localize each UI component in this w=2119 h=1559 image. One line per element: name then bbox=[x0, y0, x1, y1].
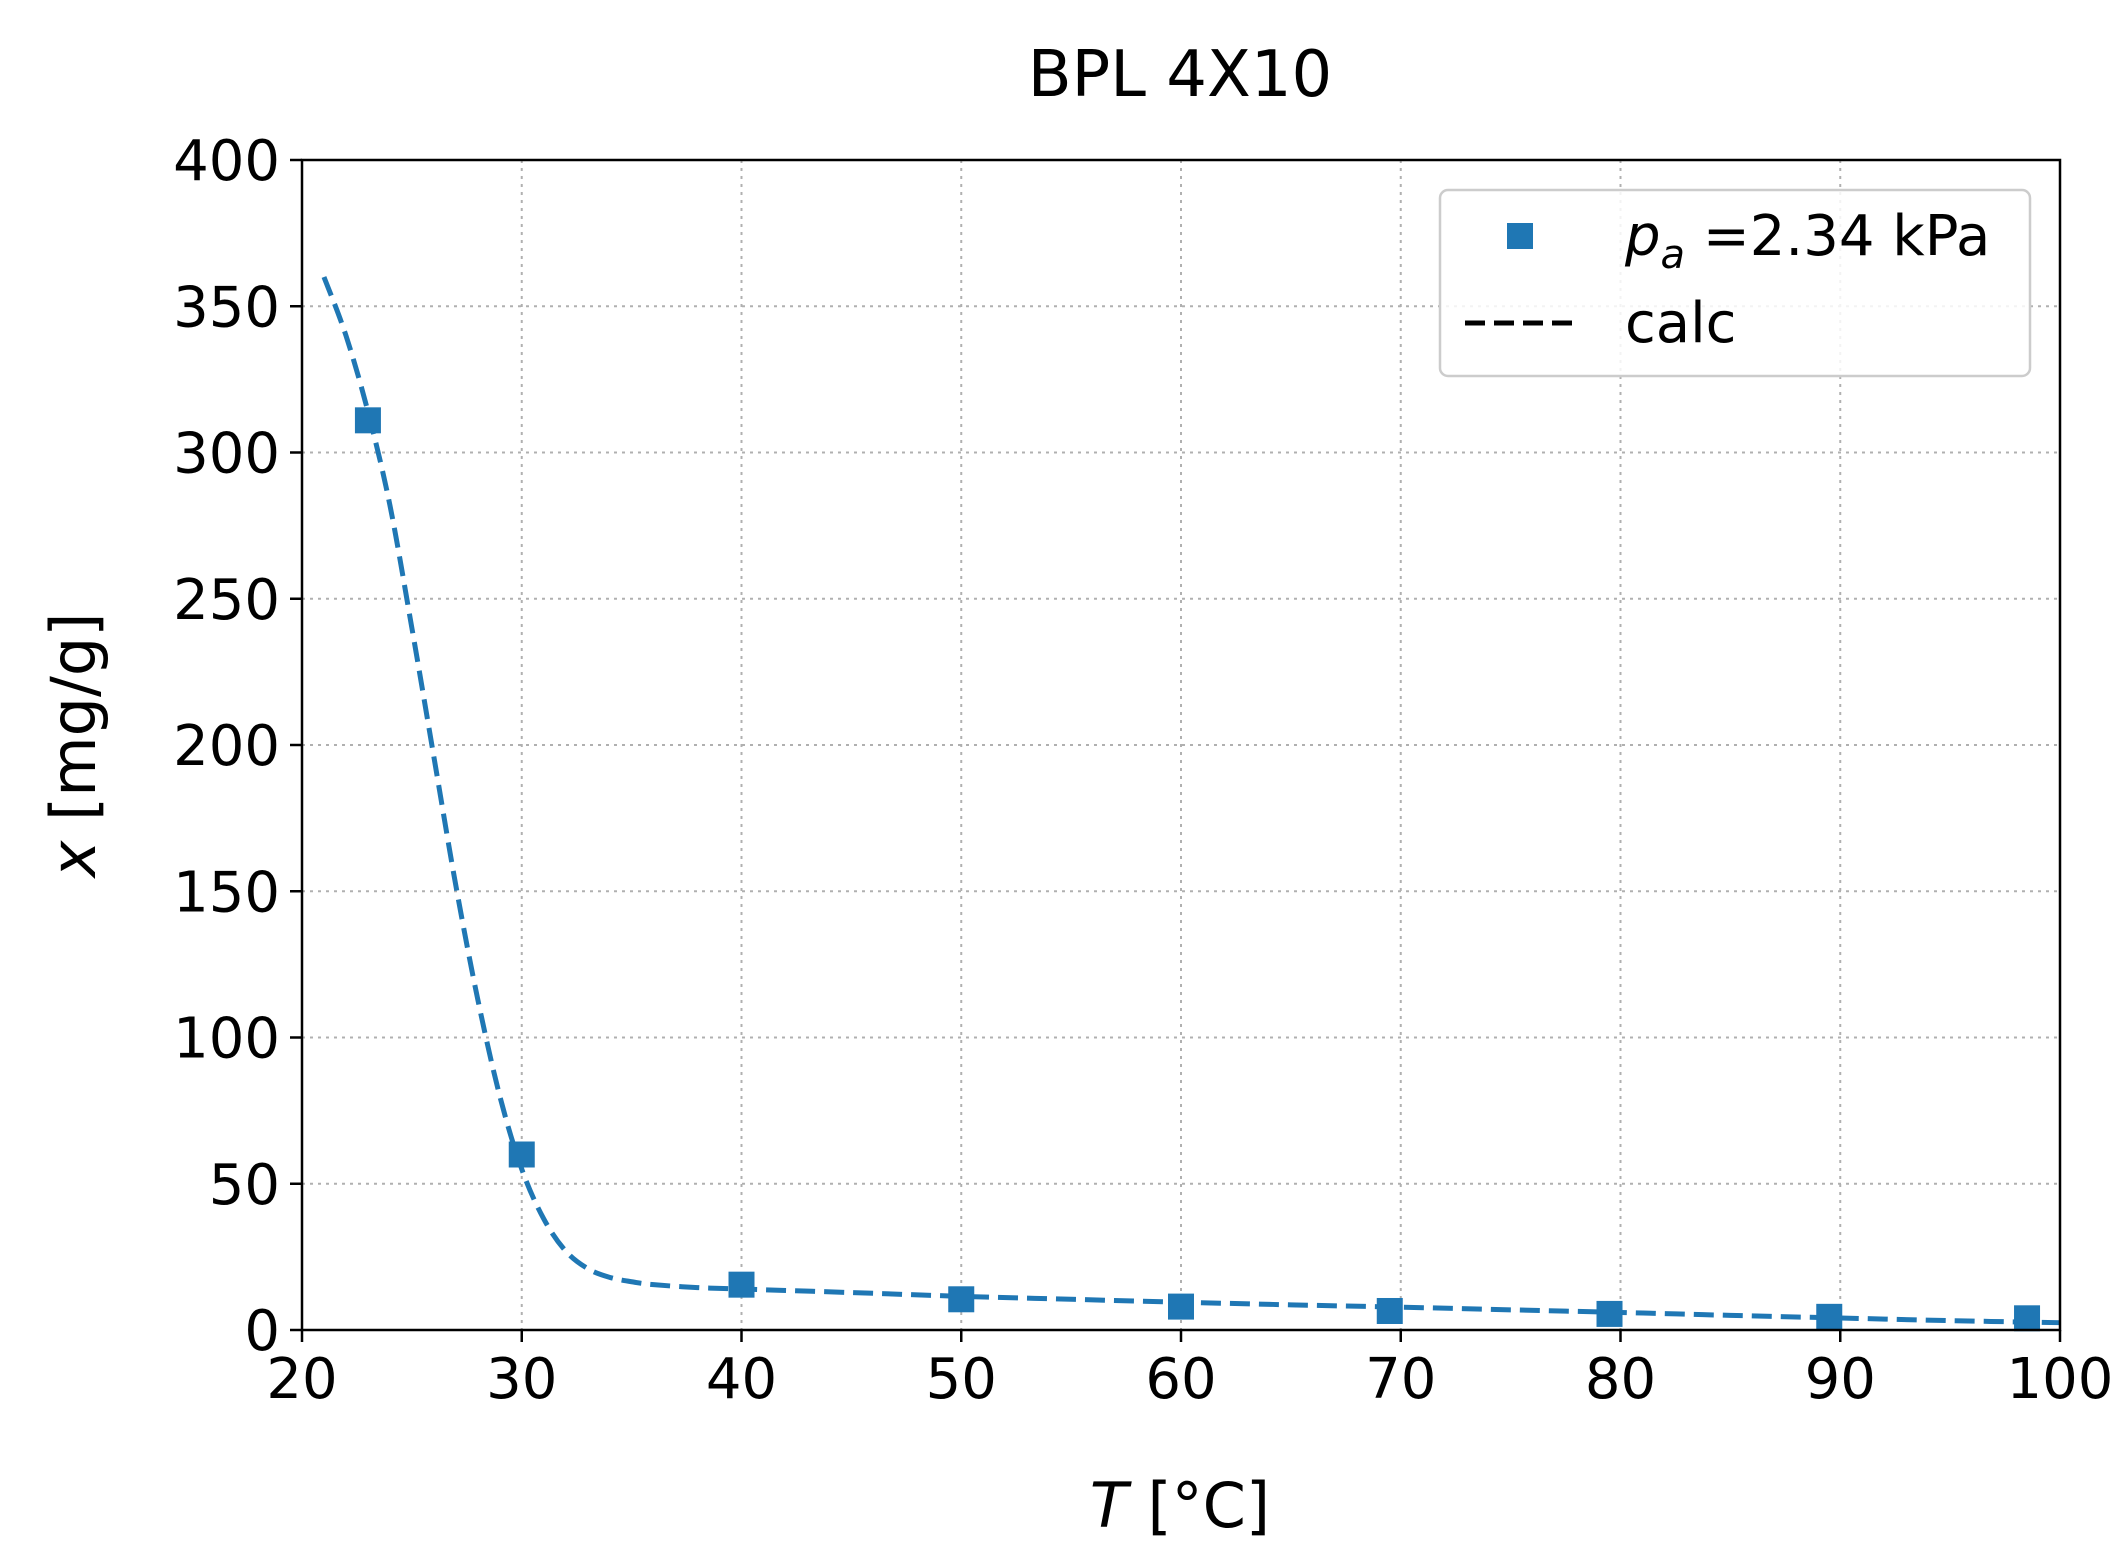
data-point bbox=[354, 407, 381, 434]
grid-lines bbox=[302, 160, 2060, 1330]
x-tick-label: 90 bbox=[1805, 1347, 1876, 1412]
x-tick-label: 60 bbox=[1145, 1347, 1216, 1412]
x-axis-variable: T bbox=[1090, 1469, 1132, 1542]
y-axis-title: x [mg/g] bbox=[37, 613, 110, 880]
x-tick-label: 40 bbox=[706, 1347, 777, 1412]
x-axis-title: T [°C] bbox=[1090, 1469, 1270, 1542]
x-axis-unit: [°C] bbox=[1128, 1469, 1270, 1542]
legend-box bbox=[1438, 188, 2032, 378]
y-tick-label: 250 bbox=[173, 568, 280, 633]
legend-label-sub: a bbox=[1661, 232, 1686, 278]
x-axis-ticks: 20 30 40 50 60 70 80 90 100 bbox=[266, 1330, 2113, 1412]
data-point bbox=[508, 1141, 535, 1168]
data-point bbox=[2014, 1305, 2041, 1332]
y-axis-ticks: 0 50 100 150 200 250 300 350 400 bbox=[173, 129, 302, 1364]
y-tick-label: 50 bbox=[209, 1153, 280, 1218]
legend-label-rest: =2.34 kPa bbox=[1685, 204, 1990, 269]
plot-series bbox=[321, 276, 2061, 1332]
y-axis-variable: x bbox=[37, 839, 110, 879]
y-tick-label: 350 bbox=[173, 275, 280, 340]
legend-label-var: p bbox=[1624, 204, 1661, 269]
legend-marker-square bbox=[1507, 223, 1533, 249]
x-tick-label: 100 bbox=[2007, 1347, 2114, 1412]
calc-line bbox=[321, 276, 2061, 1326]
legend-label-calc: calc bbox=[1625, 291, 1736, 356]
data-point bbox=[1596, 1300, 1623, 1327]
data-point bbox=[948, 1286, 975, 1313]
y-axis-unit: [mg/g] bbox=[37, 613, 110, 841]
x-tick-label: 80 bbox=[1585, 1347, 1656, 1412]
x-tick-label: 20 bbox=[266, 1347, 337, 1412]
x-tick-label: 50 bbox=[926, 1347, 997, 1412]
legend-label-measured: pa =2.34 kPa bbox=[1624, 204, 1990, 278]
y-tick-label: 300 bbox=[173, 422, 280, 487]
y-tick-label: 100 bbox=[173, 1007, 280, 1072]
data-point bbox=[1816, 1303, 1843, 1330]
data-point bbox=[1168, 1293, 1194, 1320]
data-point bbox=[1376, 1297, 1403, 1324]
chart-title: BPL 4X10 bbox=[1028, 38, 1333, 112]
x-tick-label: 30 bbox=[486, 1347, 557, 1412]
y-tick-label: 0 bbox=[244, 1299, 280, 1364]
x-tick-label: 70 bbox=[1365, 1347, 1436, 1412]
data-point bbox=[728, 1271, 755, 1298]
y-tick-label: 150 bbox=[173, 860, 280, 925]
y-tick-label: 400 bbox=[173, 129, 280, 194]
y-tick-label: 200 bbox=[173, 714, 280, 779]
legend: pa =2.34 kPa calc bbox=[1438, 188, 2032, 378]
